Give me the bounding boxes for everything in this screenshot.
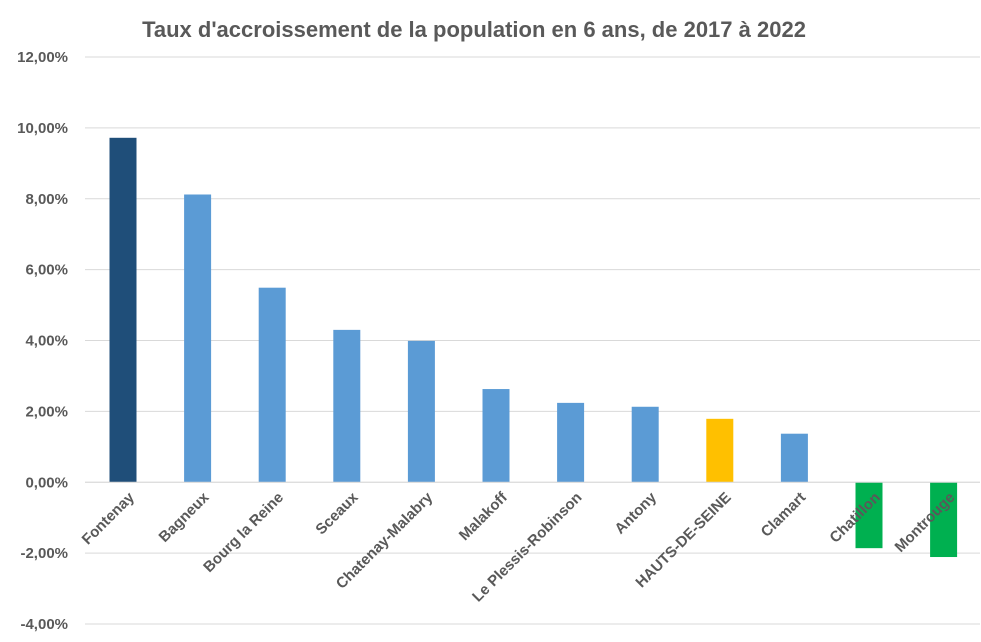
y-tick-label: 12,00% xyxy=(17,49,68,66)
bar xyxy=(780,433,808,483)
chart-title: Taux d'accroissement de la population en… xyxy=(142,17,806,42)
x-tick-label: Bourg la Reine xyxy=(200,489,287,576)
bars xyxy=(109,137,958,558)
y-axis-tick-labels: 12,00% 10,00% 8,00% 6,00% 4,00% 2,00% 0,00% -2,… xyxy=(17,49,68,633)
x-tick-label: Sceaux xyxy=(312,489,362,539)
y-tick-label: -4,00% xyxy=(20,616,68,633)
bar xyxy=(109,137,137,483)
x-tick-label: Antony xyxy=(611,489,660,538)
y-tick-label: -2,00% xyxy=(20,545,68,562)
bar xyxy=(407,340,435,483)
bar xyxy=(706,418,734,483)
y-tick-label: 10,00% xyxy=(17,120,68,137)
y-tick-label: 6,00% xyxy=(25,262,68,279)
bar xyxy=(855,482,883,549)
x-tick-label: Bagneux xyxy=(156,489,213,546)
x-tick-label: Fontenay xyxy=(79,489,139,549)
bar xyxy=(482,389,510,483)
bar xyxy=(930,482,958,558)
y-tick-label: 4,00% xyxy=(25,333,68,350)
x-tick-label: Clamart xyxy=(758,489,810,541)
bar xyxy=(258,287,286,483)
bar xyxy=(631,406,659,483)
x-tick-label: Malakoff xyxy=(456,488,512,544)
bar xyxy=(333,329,361,483)
y-tick-label: 0,00% xyxy=(25,474,68,491)
y-tick-label: 8,00% xyxy=(25,191,68,208)
bar xyxy=(184,194,212,483)
bar xyxy=(557,402,585,483)
y-tick-label: 2,00% xyxy=(25,403,68,420)
